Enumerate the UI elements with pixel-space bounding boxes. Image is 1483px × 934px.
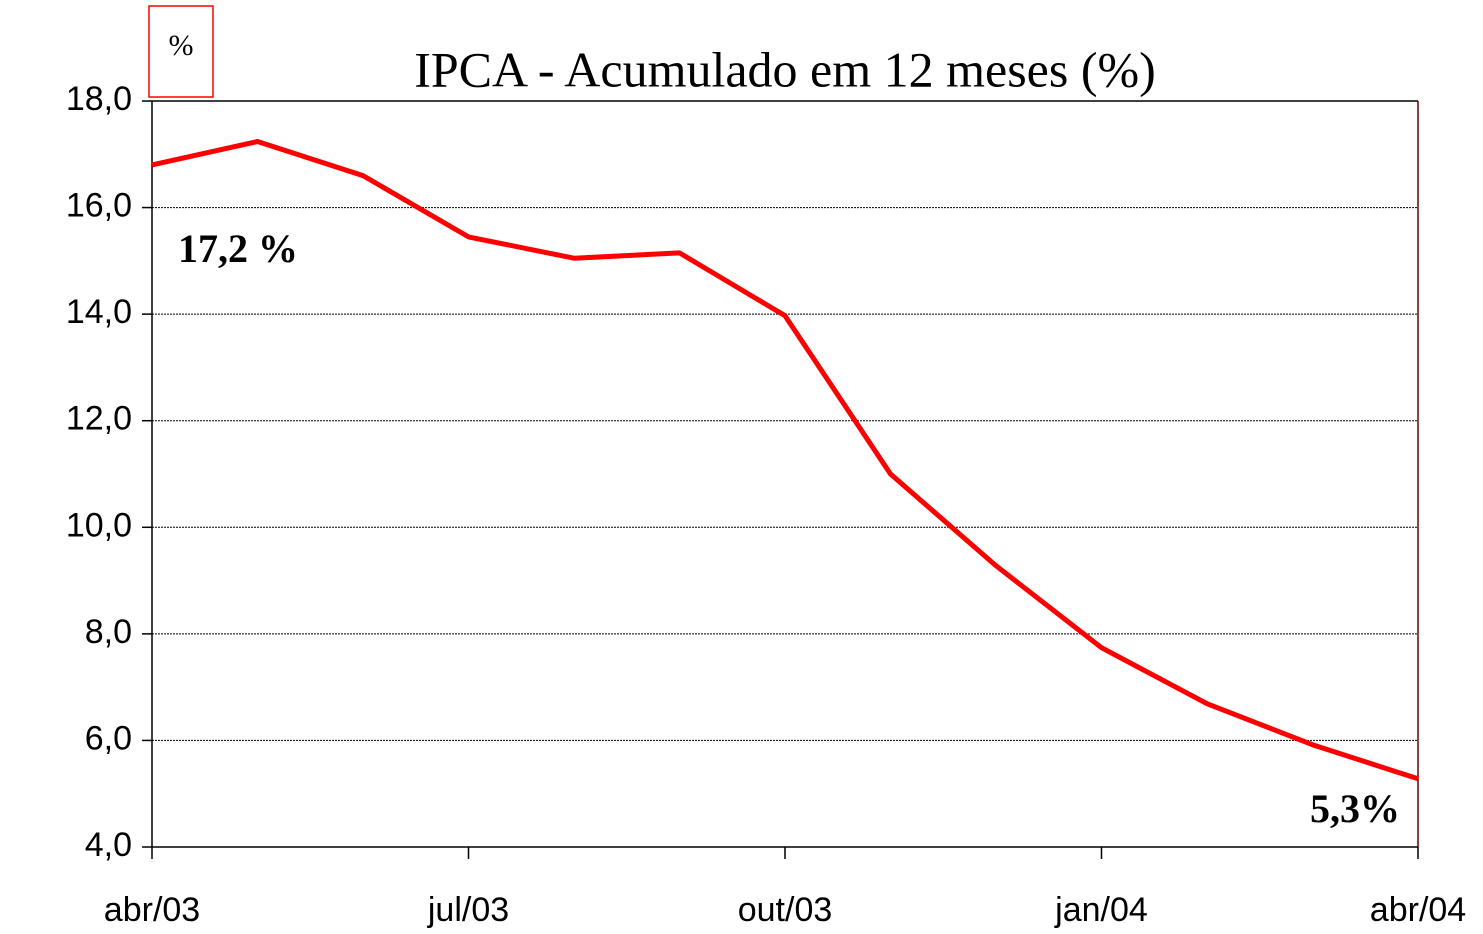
x-tick-label: jan/04 — [1054, 891, 1148, 929]
y-tick-label: 12,0 — [66, 400, 132, 438]
y-tick-label: 16,0 — [66, 187, 132, 225]
x-tick-label: out/03 — [738, 891, 833, 929]
ylabel-box — [148, 5, 214, 98]
y-tick-label: 10,0 — [66, 506, 132, 544]
data-line — [151, 139, 1419, 782]
y-tick-label: 8,0 — [85, 613, 132, 651]
x-tick-label: abr/04 — [1370, 891, 1466, 929]
x-tick-label: jul/03 — [427, 891, 509, 929]
annotation: 5,3% — [1310, 786, 1400, 831]
annotation: 17,2 % — [178, 226, 298, 271]
y-tick-label: 14,0 — [66, 293, 132, 331]
y-tick-label: 18,0 — [66, 80, 132, 118]
chart-title: IPCA - Acumulado em 12 meses (%) — [414, 41, 1156, 97]
y-tick-label: 6,0 — [85, 719, 132, 757]
x-tick-label: abr/03 — [104, 891, 200, 929]
y-axis-label: % — [169, 29, 194, 62]
y-tick-label: 4,0 — [85, 826, 132, 864]
